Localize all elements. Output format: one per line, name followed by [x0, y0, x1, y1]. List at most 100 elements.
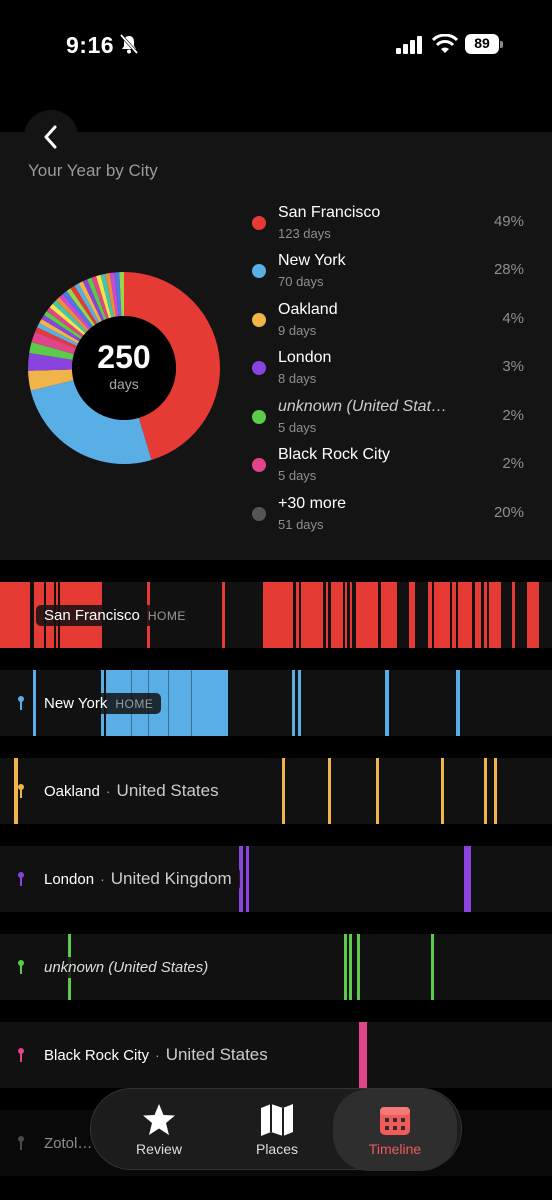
timeline-row-label: London · United Kingdom	[14, 866, 240, 892]
legend-city: Black Rock City	[278, 446, 391, 463]
legend-percent: 2%	[502, 455, 524, 472]
chevron-left-icon	[44, 125, 57, 149]
timeline-bar	[452, 582, 456, 648]
timeline-bar	[344, 934, 347, 1000]
separator-dot: ·	[155, 1047, 160, 1063]
timeline-row-black-rock-city[interactable]: Black Rock City · United States	[0, 1022, 552, 1088]
pie-slice-more	[43, 311, 83, 340]
pie-slice-more	[78, 281, 102, 323]
timeline-bar	[292, 670, 295, 736]
legend-item[interactable]: Black Rock City 5 days 2%	[252, 442, 532, 486]
signal-icon	[396, 36, 422, 54]
legend-percent: 2%	[502, 407, 524, 424]
country-name: United States	[116, 781, 219, 800]
city-name: New York	[44, 694, 108, 712]
legend-item[interactable]: unknown (United Stat… 5 days 2%	[252, 394, 532, 438]
timeline-row-oakland[interactable]: Oakland · United States	[0, 758, 552, 824]
legend-days: 9 days	[278, 323, 317, 338]
timeline-bar	[359, 1022, 367, 1088]
tab-review[interactable]: Review	[97, 1089, 221, 1171]
timeline-row-unknown[interactable]: unknown (United States)	[0, 934, 552, 1000]
legend-days: 51 days	[278, 517, 324, 532]
timeline-bar	[428, 582, 432, 648]
legend-city: London	[278, 349, 332, 366]
legend-item[interactable]: London 8 days 3%	[252, 345, 532, 389]
status-bar: 9:16 89	[0, 0, 552, 90]
calendar-icon	[380, 1107, 410, 1135]
timeline-row-new-york[interactable]: New York HOME	[0, 670, 552, 736]
legend-item[interactable]: San Francisco 123 days 49%	[252, 200, 532, 244]
pie-slice-more	[119, 272, 124, 317]
country-name: United States	[165, 1045, 268, 1064]
timeline-bar	[409, 582, 415, 648]
timeline-row-san-francisco[interactable]: San Francisco HOME	[0, 582, 552, 648]
pie-slice-more	[66, 288, 96, 327]
pin-icon	[14, 780, 28, 802]
pie-slice-more	[82, 279, 105, 322]
city-tag: London · United Kingdom	[36, 867, 240, 891]
legend-dot	[252, 507, 266, 521]
legend-dot	[252, 361, 266, 375]
legend-days: 5 days	[278, 420, 317, 435]
timeline-bar	[527, 582, 539, 648]
legend-city: unknown (United Stat…	[278, 398, 447, 415]
city-name: Zotol…	[44, 1134, 93, 1152]
timeline-bar	[222, 582, 225, 648]
legend-item[interactable]: New York 70 days 28%	[252, 248, 532, 292]
separator-dot: ·	[105, 783, 111, 799]
tab-label: Timeline	[368, 1141, 422, 1157]
timeline-bar	[462, 582, 472, 648]
city-name: unknown (United States)	[44, 958, 209, 976]
timeline-bar	[33, 670, 36, 736]
timeline-bar	[301, 582, 323, 648]
pie-slice	[28, 353, 73, 371]
pie-slice-more	[35, 327, 77, 349]
timeline-bar	[345, 582, 347, 648]
pie-slice	[30, 380, 152, 464]
pin-icon	[14, 692, 28, 714]
pie-slice	[31, 331, 76, 355]
timeline-bar	[489, 582, 501, 648]
pie-slice-more	[109, 272, 119, 317]
timeline-bar	[464, 846, 471, 912]
city-tag: Oakland · United States	[36, 779, 227, 803]
back-button[interactable]	[24, 110, 78, 164]
legend-dot	[252, 410, 266, 424]
country-name: United Kingdom	[110, 869, 232, 888]
timeline-bar	[349, 934, 352, 1000]
pin-icon	[14, 604, 28, 626]
legend-percent: 3%	[502, 358, 524, 375]
timeline-bar	[356, 582, 378, 648]
timeline-bar	[0, 582, 30, 648]
city-tag: Zotol…	[36, 1132, 101, 1154]
star-icon	[143, 1104, 175, 1135]
timeline-bar	[441, 758, 444, 824]
legend-item[interactable]: Oakland 9 days 4%	[252, 297, 532, 341]
city-tag: New York HOME	[36, 692, 162, 714]
pie-slice-more	[105, 273, 117, 318]
city-name: Black Rock City	[44, 1047, 150, 1064]
city-tag: San Francisco HOME	[36, 604, 194, 626]
pie-slice-more	[55, 297, 89, 332]
pie-slice-more	[37, 323, 79, 346]
pie-slice-more	[100, 273, 114, 318]
timeline-bar	[239, 846, 243, 912]
timeline-row-london[interactable]: London · United Kingdom	[0, 846, 552, 912]
legend-percent: 49%	[493, 213, 524, 230]
pie-slice-more	[96, 274, 112, 319]
tab-timeline[interactable]: Timeline	[333, 1089, 457, 1171]
timeline-bar	[434, 582, 450, 648]
pie-slice-more	[74, 283, 100, 324]
timeline-bar	[456, 670, 460, 736]
timeline-bar	[298, 670, 301, 736]
timeline-bar	[385, 670, 389, 736]
pin-icon	[14, 1044, 28, 1066]
legend-percent: 20%	[493, 504, 524, 521]
legend-item[interactable]: +30 more 51 days 20%	[252, 491, 532, 535]
timeline-bar	[350, 582, 352, 648]
timeline-bar	[381, 582, 397, 648]
tab-places[interactable]: Places	[215, 1089, 339, 1171]
legend-days: 8 days	[278, 371, 317, 386]
pin-icon	[14, 868, 28, 890]
home-badge: HOME	[147, 608, 186, 623]
